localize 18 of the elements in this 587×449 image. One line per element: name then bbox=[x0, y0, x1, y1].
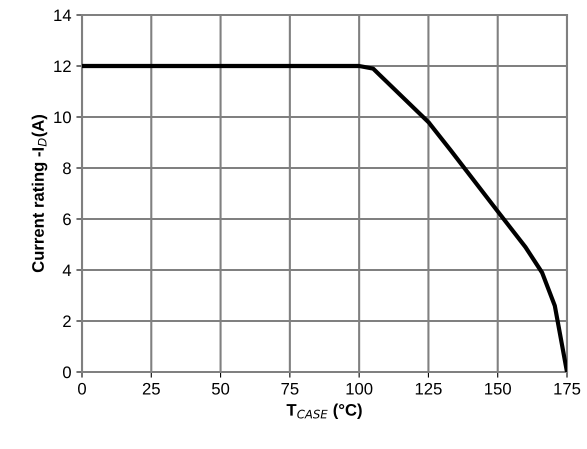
x-tick-label: 50 bbox=[212, 382, 230, 395]
x-tick-label: 100 bbox=[346, 382, 372, 395]
y-tick-label: 4 bbox=[62, 264, 72, 276]
x-tick-label: 25 bbox=[142, 382, 160, 395]
y-tick-label: 10 bbox=[54, 111, 71, 124]
x-axis-title: T$_{CASE}$ (°C) bbox=[286, 404, 362, 420]
y-tick-label: 2 bbox=[63, 315, 71, 328]
x-tick-label: 0 bbox=[78, 382, 86, 395]
x-tick-label: 150 bbox=[485, 382, 511, 395]
y-tick-label: 14 bbox=[54, 10, 72, 22]
y-tick-label: 6 bbox=[63, 213, 71, 226]
x-tick-label: 175 bbox=[554, 383, 580, 395]
y-tick-label: 0 bbox=[62, 366, 71, 378]
y-axis-title: Current rating -I$_{D}$(A) bbox=[32, 115, 48, 272]
x-tick-label: 125 bbox=[416, 382, 442, 395]
y-tick-label: 12 bbox=[54, 60, 71, 72]
y-tick-label: 8 bbox=[63, 162, 71, 174]
x-tick-label: 75 bbox=[281, 383, 298, 395]
